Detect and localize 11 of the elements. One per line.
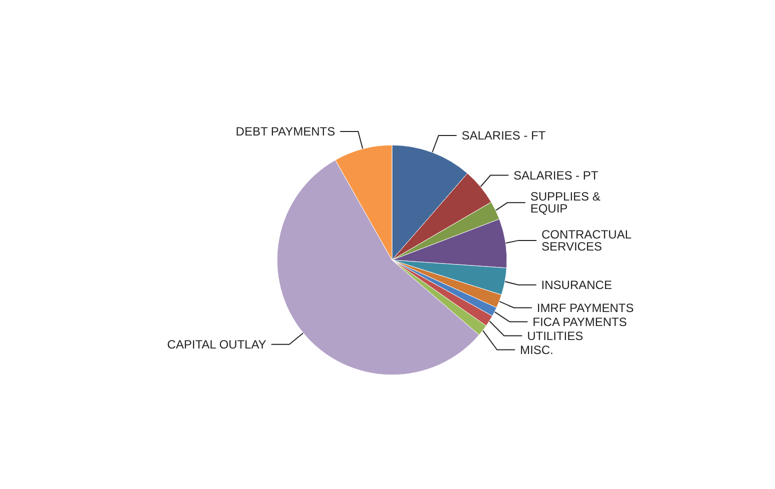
slice-label: MISC. (520, 342, 554, 357)
slice-label: SALARIES - FT (462, 128, 546, 143)
slice-label: IMRF PAYMENTS (536, 300, 634, 315)
slice-label: FICA PAYMENTS (532, 314, 627, 329)
slice-label: SUPPLIES & EQUIP (530, 190, 604, 216)
slice-label: INSURANCE (541, 278, 612, 292)
slice-label: DEBT PAYMENTS (236, 124, 336, 138)
slice-label: CAPITAL OUTLAY (167, 337, 266, 352)
slice-label: CONTRACTUAL SERVICES (542, 227, 634, 254)
slice-label: SALARIES - PT (514, 168, 599, 182)
slice-label: UTILITIES (527, 328, 584, 343)
